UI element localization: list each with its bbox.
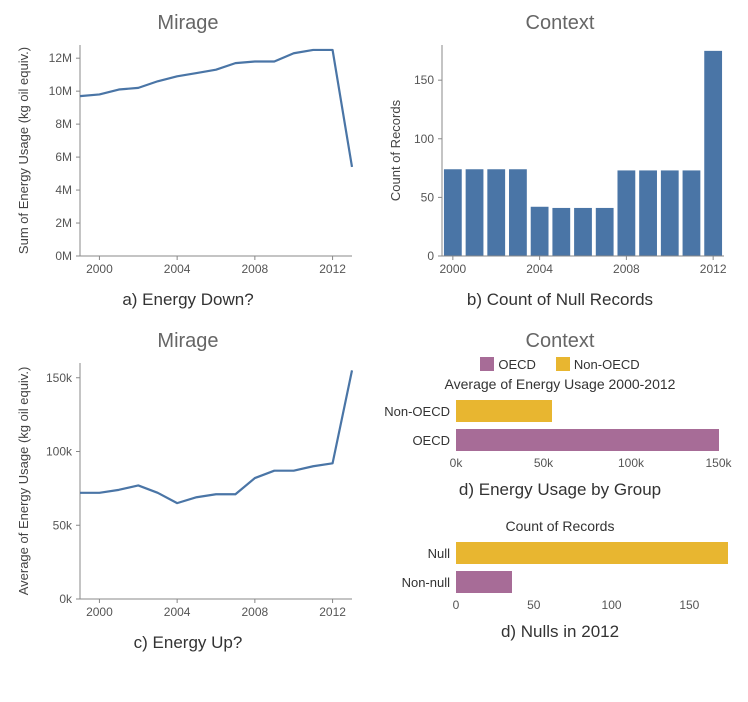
hbar-row: OECD (384, 427, 736, 453)
svg-text:Sum of Energy Usage (kg oil e: Sum of Energy Usage (kg oil equiv.) (16, 47, 31, 254)
svg-text:2000: 2000 (86, 262, 113, 276)
svg-text:2012: 2012 (700, 262, 727, 276)
panel-c-title: Mirage (12, 330, 364, 353)
panel-d1-subhead: Average of Energy Usage 2000-2012 (384, 376, 736, 392)
svg-text:2004: 2004 (164, 262, 191, 276)
panel-d-title: Context (384, 330, 736, 353)
panel-d2-bars: Null Non-null (384, 540, 736, 595)
hbar-tick: 0k (450, 456, 463, 470)
svg-text:2004: 2004 (164, 605, 191, 619)
panel-a-chart: 0M 2M 4M 6M 8M 10M 12M 2000 2004 2008 2012 Sum of E… (12, 39, 364, 284)
svg-text:2012: 2012 (319, 262, 346, 276)
panel-b-chart: 0 50 100 150 2000 2004 2008 2012 Count of Record… (384, 39, 736, 284)
panel-d1-caption: d) Energy Usage by Group (384, 480, 736, 500)
panel-a-title: Mirage (12, 12, 364, 35)
panel-c: Mirage 0k 50k 100k 150k 2000 2004 2008 2012 Aver… (12, 330, 364, 653)
panel-a-caption: a) Energy Down? (12, 290, 364, 310)
svg-text:2M: 2M (55, 216, 72, 230)
hbar-tick: 150 (679, 598, 699, 612)
svg-text:150: 150 (414, 73, 434, 87)
hbar-tick: 150k (705, 456, 731, 470)
hbar-fill (456, 429, 719, 451)
legend-item-oecd: OECD (480, 357, 536, 372)
hbar-fill (456, 400, 552, 422)
hbar-tick: 100 (602, 598, 622, 612)
svg-text:10M: 10M (49, 84, 72, 98)
hbar-track (456, 571, 736, 593)
hbar-label: Null (384, 546, 456, 561)
hbar-tick: 0 (453, 598, 460, 612)
hbar-label: Non-null (384, 575, 456, 590)
hbar-row: Null (384, 540, 736, 566)
hbar-track (456, 400, 736, 422)
svg-text:6M: 6M (55, 150, 72, 164)
svg-text:0: 0 (427, 249, 434, 263)
panel-d1-axis: 0k50k100k150k (456, 456, 736, 474)
hbar-tick: 100k (618, 456, 644, 470)
svg-text:2008: 2008 (613, 262, 640, 276)
panel-c-caption: c) Energy Up? (12, 633, 364, 653)
panel-b-title: Context (384, 12, 736, 35)
svg-text:2000: 2000 (86, 605, 113, 619)
panel-d2-subhead: Count of Records (384, 518, 736, 534)
panel-b-caption: b) Count of Null Records (384, 290, 736, 310)
svg-text:12M: 12M (49, 51, 72, 65)
panel-d-legend: OECD Non-OECD (384, 357, 736, 372)
hbar-track (456, 542, 736, 564)
panel-b: Context 0 50 100 150 2000 2004 2008 2012 Count o… (384, 12, 736, 310)
svg-text:50: 50 (421, 190, 435, 204)
svg-text:2004: 2004 (526, 262, 553, 276)
hbar-track (456, 429, 736, 451)
legend-label-oecd: OECD (498, 357, 536, 372)
panel-d2-axis: 0 50 100 150 (456, 598, 736, 616)
panel-d2-caption: d) Nulls in 2012 (384, 622, 736, 642)
svg-text:0k: 0k (59, 592, 73, 606)
svg-text:0M: 0M (55, 249, 72, 263)
legend-item-nonoecd: Non-OECD (556, 357, 640, 372)
panel-d: Context OECD Non-OECD Average of Energy … (384, 330, 736, 653)
hbar-tick: 50k (534, 456, 553, 470)
svg-text:2012: 2012 (319, 605, 346, 619)
panel-c-chart: 0k 50k 100k 150k 2000 2004 2008 2012 Average of … (12, 357, 364, 627)
hbar-fill (456, 571, 512, 593)
svg-text:50k: 50k (53, 518, 73, 532)
svg-text:2008: 2008 (242, 262, 269, 276)
svg-text:8M: 8M (55, 117, 72, 131)
legend-label-nonoecd: Non-OECD (574, 357, 640, 372)
svg-text:100k: 100k (46, 445, 73, 459)
hbar-row: Non-null (384, 569, 736, 595)
svg-text:2000: 2000 (439, 262, 466, 276)
hbar-row: Non-OECD (384, 398, 736, 424)
svg-text:Average of Energy Usage (kg o: Average of Energy Usage (kg oil equiv.) (16, 367, 31, 596)
hbar-fill (456, 542, 728, 564)
hbar-tick: 50 (527, 598, 540, 612)
svg-text:2008: 2008 (242, 605, 269, 619)
hbar-label: OECD (384, 433, 456, 448)
svg-text:100: 100 (414, 132, 434, 146)
svg-text:Count of Records: Count of Records (388, 99, 403, 201)
svg-text:150k: 150k (46, 371, 73, 385)
panel-d1-bars: Non-OECD OECD (384, 398, 736, 453)
hbar-label: Non-OECD (384, 404, 456, 419)
svg-text:4M: 4M (55, 183, 72, 197)
panel-a: Mirage 0M 2M 4M 6M 8M 10M 12M 2000 2004 2008 2012 S… (12, 12, 364, 310)
